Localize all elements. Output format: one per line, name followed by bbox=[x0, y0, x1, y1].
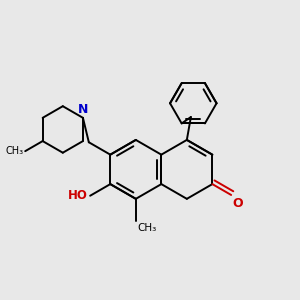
Text: O: O bbox=[233, 197, 243, 210]
Text: HO: HO bbox=[68, 189, 88, 202]
Text: CH₃: CH₃ bbox=[137, 223, 157, 233]
Text: CH₃: CH₃ bbox=[5, 146, 24, 156]
Text: N: N bbox=[78, 103, 88, 116]
